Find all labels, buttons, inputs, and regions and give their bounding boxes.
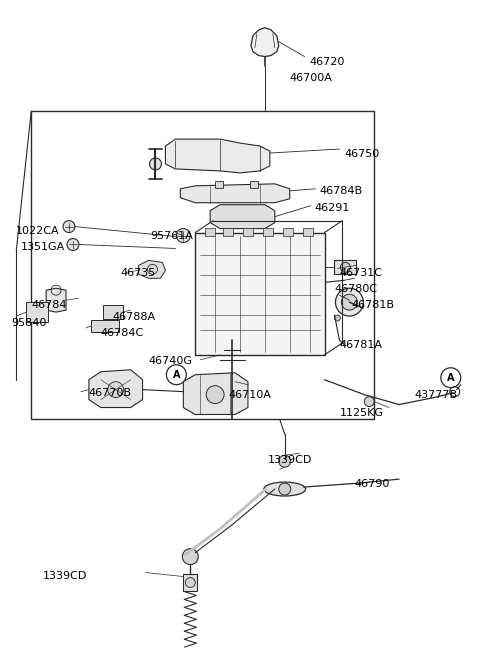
Text: 43777B: 43777B	[414, 390, 457, 400]
Text: 46770B: 46770B	[89, 388, 132, 398]
Bar	[335, 260, 356, 274]
Text: 46780C: 46780C	[335, 284, 378, 295]
Bar	[31, 112, 374, 419]
Circle shape	[336, 288, 363, 316]
Text: 46720: 46720	[310, 56, 345, 66]
Circle shape	[147, 264, 157, 274]
Circle shape	[341, 294, 357, 310]
Bar	[250, 181, 258, 188]
Text: 1022CA: 1022CA	[16, 226, 60, 236]
Polygon shape	[89, 370, 143, 407]
Text: 46710A: 46710A	[228, 390, 271, 400]
Text: 46781A: 46781A	[339, 340, 383, 350]
Circle shape	[108, 382, 124, 398]
Bar	[26, 302, 48, 322]
Text: A: A	[447, 373, 455, 382]
Circle shape	[150, 158, 161, 170]
Polygon shape	[210, 205, 275, 228]
Circle shape	[67, 239, 79, 251]
Ellipse shape	[264, 482, 306, 496]
Text: 46740G: 46740G	[148, 356, 192, 366]
Text: 46784: 46784	[31, 300, 67, 310]
Polygon shape	[183, 373, 248, 415]
Circle shape	[63, 220, 75, 233]
Text: 46700A: 46700A	[290, 73, 333, 83]
Text: 1339CD: 1339CD	[43, 571, 87, 581]
Text: 46784C: 46784C	[101, 328, 144, 338]
Bar	[243, 228, 253, 236]
Bar	[183, 573, 197, 592]
Text: 95840: 95840	[12, 318, 47, 328]
Circle shape	[185, 577, 195, 588]
Text: 46735: 46735	[120, 268, 156, 278]
Text: 95761A: 95761A	[151, 230, 193, 241]
Polygon shape	[180, 184, 290, 203]
Text: 1351GA: 1351GA	[21, 243, 66, 253]
Text: 46750: 46750	[344, 149, 380, 159]
Circle shape	[364, 397, 374, 407]
Bar	[195, 233, 324, 355]
Bar	[103, 305, 123, 319]
Circle shape	[340, 262, 350, 272]
Circle shape	[279, 483, 291, 495]
Circle shape	[176, 228, 190, 243]
Bar	[263, 228, 273, 236]
Bar	[223, 228, 233, 236]
Text: 46784B: 46784B	[320, 186, 363, 196]
Text: 46790: 46790	[354, 479, 390, 489]
Polygon shape	[46, 288, 66, 312]
Circle shape	[335, 315, 340, 321]
Text: 1125KG: 1125KG	[339, 407, 384, 417]
Circle shape	[182, 548, 198, 565]
Bar	[205, 228, 215, 236]
Text: 46731C: 46731C	[339, 268, 383, 278]
Circle shape	[279, 455, 291, 467]
Text: A: A	[173, 370, 180, 380]
Polygon shape	[251, 28, 279, 56]
Polygon shape	[166, 139, 270, 173]
Circle shape	[206, 386, 224, 403]
Bar	[91, 320, 119, 332]
Bar	[215, 181, 223, 188]
Bar	[283, 228, 293, 236]
Text: 46291: 46291	[314, 203, 350, 213]
Text: 1339CD: 1339CD	[268, 455, 312, 465]
Text: 46781B: 46781B	[351, 300, 395, 310]
Polygon shape	[139, 260, 166, 278]
Bar	[302, 228, 312, 236]
Text: 46788A: 46788A	[113, 312, 156, 322]
